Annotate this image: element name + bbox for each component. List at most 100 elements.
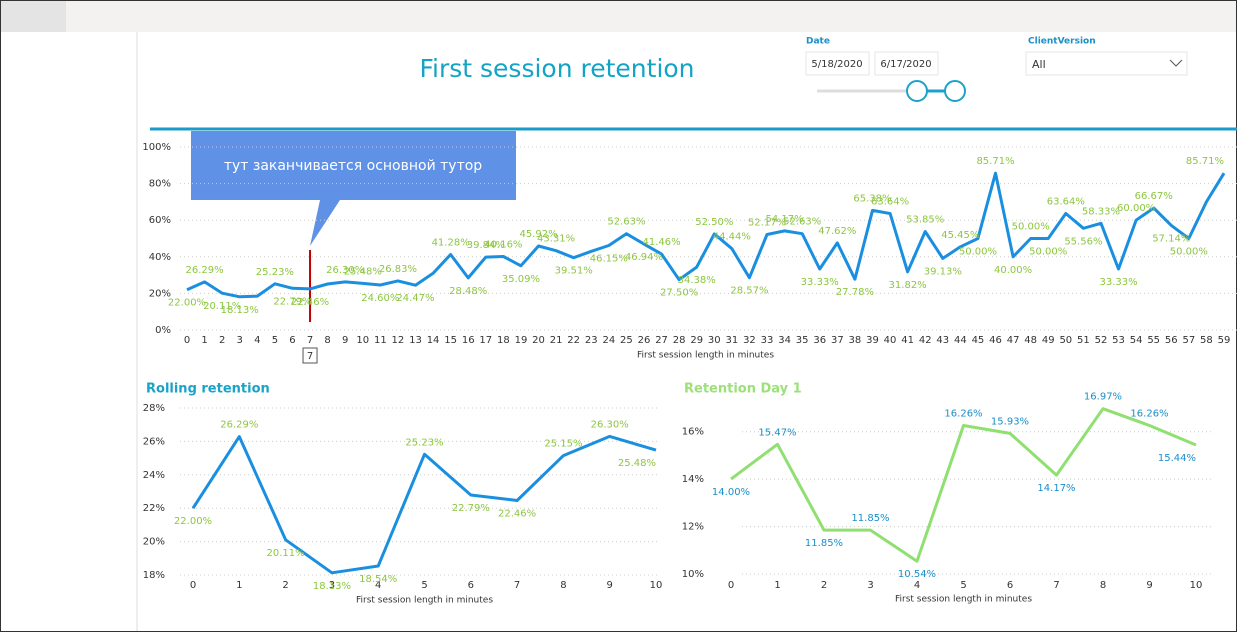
- x-tick-label: 40: [884, 335, 897, 346]
- x-tick-label: 25: [620, 335, 633, 346]
- x-tick-label: 9: [1146, 580, 1152, 591]
- x-tick-label: 1: [201, 335, 207, 346]
- data-label: 24.60%: [361, 293, 399, 304]
- data-label: 45.45%: [941, 230, 979, 241]
- data-label: 10.54%: [898, 569, 936, 580]
- client-value: All: [1032, 58, 1046, 71]
- x-tick-label: 10: [1190, 580, 1203, 591]
- data-label: 22.00%: [174, 516, 212, 527]
- x-tick-label: 26: [638, 335, 651, 346]
- data-label: 40.16%: [484, 240, 522, 251]
- x-tick-label: 47: [1007, 335, 1020, 346]
- client-label: ClientVersion: [1028, 37, 1096, 47]
- x-tick-label: 41: [901, 335, 914, 346]
- data-label: 50.00%: [959, 247, 997, 258]
- data-label: 22.79%: [273, 296, 311, 307]
- x-tick-label: 17: [479, 335, 492, 346]
- x-tick-label: 59: [1218, 335, 1231, 346]
- y-tick-label: 80%: [149, 179, 171, 190]
- x-tick-label: 27: [655, 335, 668, 346]
- data-label: 27.78%: [836, 287, 874, 298]
- data-label: 22.46%: [291, 297, 329, 308]
- data-label: 50.00%: [1170, 247, 1208, 258]
- x-tick-label: 14: [427, 335, 440, 346]
- x-tick-label: 8: [1100, 580, 1106, 591]
- x-tick-label: 43: [936, 335, 949, 346]
- callout: [191, 131, 516, 200]
- x-tick-label: 0: [728, 580, 734, 591]
- x-tick-label: 3: [329, 580, 335, 591]
- data-label: 18.13%: [313, 581, 351, 592]
- x-tick-label: 48: [1024, 335, 1037, 346]
- x-tick-label: 34: [778, 335, 791, 346]
- x-tick-label: 0: [190, 580, 196, 591]
- x-tick-label: 6: [289, 335, 295, 346]
- x-tick-label: 3: [237, 335, 243, 346]
- data-label: 40.00%: [994, 265, 1032, 276]
- y-tick-label: 0%: [155, 325, 171, 336]
- callout-text: тут заканчивается основной тутор: [224, 158, 482, 174]
- data-label: 16.97%: [1084, 392, 1122, 403]
- x-tick-label: 53: [1112, 335, 1125, 346]
- data-label: 34.38%: [678, 275, 716, 286]
- x-tick-label: 4: [254, 335, 260, 346]
- data-label: 54.17%: [766, 214, 804, 225]
- x-tick-label: 2: [219, 335, 225, 346]
- x-tick-label: 3: [867, 580, 873, 591]
- y-tick-label: 60%: [149, 215, 171, 226]
- data-label: 26.30%: [326, 265, 364, 276]
- data-label: 33.33%: [801, 277, 839, 288]
- x-tick-label: 8: [560, 580, 566, 591]
- data-label: 25.48%: [344, 266, 382, 277]
- x-tick-label: 13: [409, 335, 422, 346]
- data-label: 26.29%: [186, 265, 224, 276]
- data-label: 26.29%: [220, 420, 258, 431]
- x-tick-label: 20: [532, 335, 545, 346]
- date-start[interactable]: [805, 51, 870, 76]
- data-label: 28.48%: [449, 286, 487, 297]
- x-tick-label: 15: [444, 335, 457, 346]
- date-start-text: 5/18/2020: [811, 59, 862, 70]
- x-axis-title: First session length in minutes: [356, 596, 493, 606]
- data-label: 52.50%: [695, 217, 733, 228]
- x-tick-label: 2: [821, 580, 827, 591]
- data-label: 25.48%: [618, 458, 656, 469]
- data-label: 24.47%: [396, 293, 434, 304]
- x-tick-label: 10: [356, 335, 369, 346]
- data-label: 52.63%: [607, 217, 645, 228]
- y-tick-label: 28%: [143, 403, 165, 414]
- y-tick-label: 10%: [682, 569, 704, 580]
- x-tick-label: 1: [236, 580, 242, 591]
- chevron: [1169, 59, 1183, 67]
- date-end[interactable]: [874, 51, 939, 76]
- y-tick-label: 16%: [682, 427, 704, 438]
- slider-handle[interactable]: [944, 80, 966, 102]
- data-label: 39.84%: [467, 240, 505, 251]
- x-axis-title: First session length in minutes: [637, 351, 774, 361]
- x-tick-label: 7: [1053, 580, 1059, 591]
- data-label: 45.92%: [519, 229, 557, 240]
- data-label: 63.64%: [871, 197, 909, 208]
- y-tick-label: 100%: [142, 142, 171, 153]
- x-tick-label: 5: [960, 580, 966, 591]
- slider-handle[interactable]: [906, 80, 928, 102]
- data-label: 55.56%: [1064, 236, 1102, 247]
- client-dropdown[interactable]: [1025, 51, 1188, 76]
- data-label: 52.63%: [783, 217, 821, 228]
- x-tick-label: 52: [1095, 335, 1108, 346]
- y-tick-label: 40%: [149, 252, 171, 263]
- date-label: Date: [806, 37, 830, 47]
- data-label: 11.85%: [851, 513, 889, 524]
- x-tick-label: 58: [1200, 335, 1213, 346]
- report-title: First session retention: [419, 54, 694, 83]
- x-tick-label: 49: [1042, 335, 1055, 346]
- x-tick-label: 36: [813, 335, 826, 346]
- line: [191, 434, 657, 575]
- data-label: 85.71%: [976, 156, 1014, 167]
- data-label: 53.85%: [906, 214, 944, 225]
- x-tick-label: 10: [650, 580, 663, 591]
- data-label: 57.14%: [1152, 233, 1190, 244]
- data-label: 27.50%: [660, 288, 698, 299]
- data-label: 20.11%: [267, 548, 305, 559]
